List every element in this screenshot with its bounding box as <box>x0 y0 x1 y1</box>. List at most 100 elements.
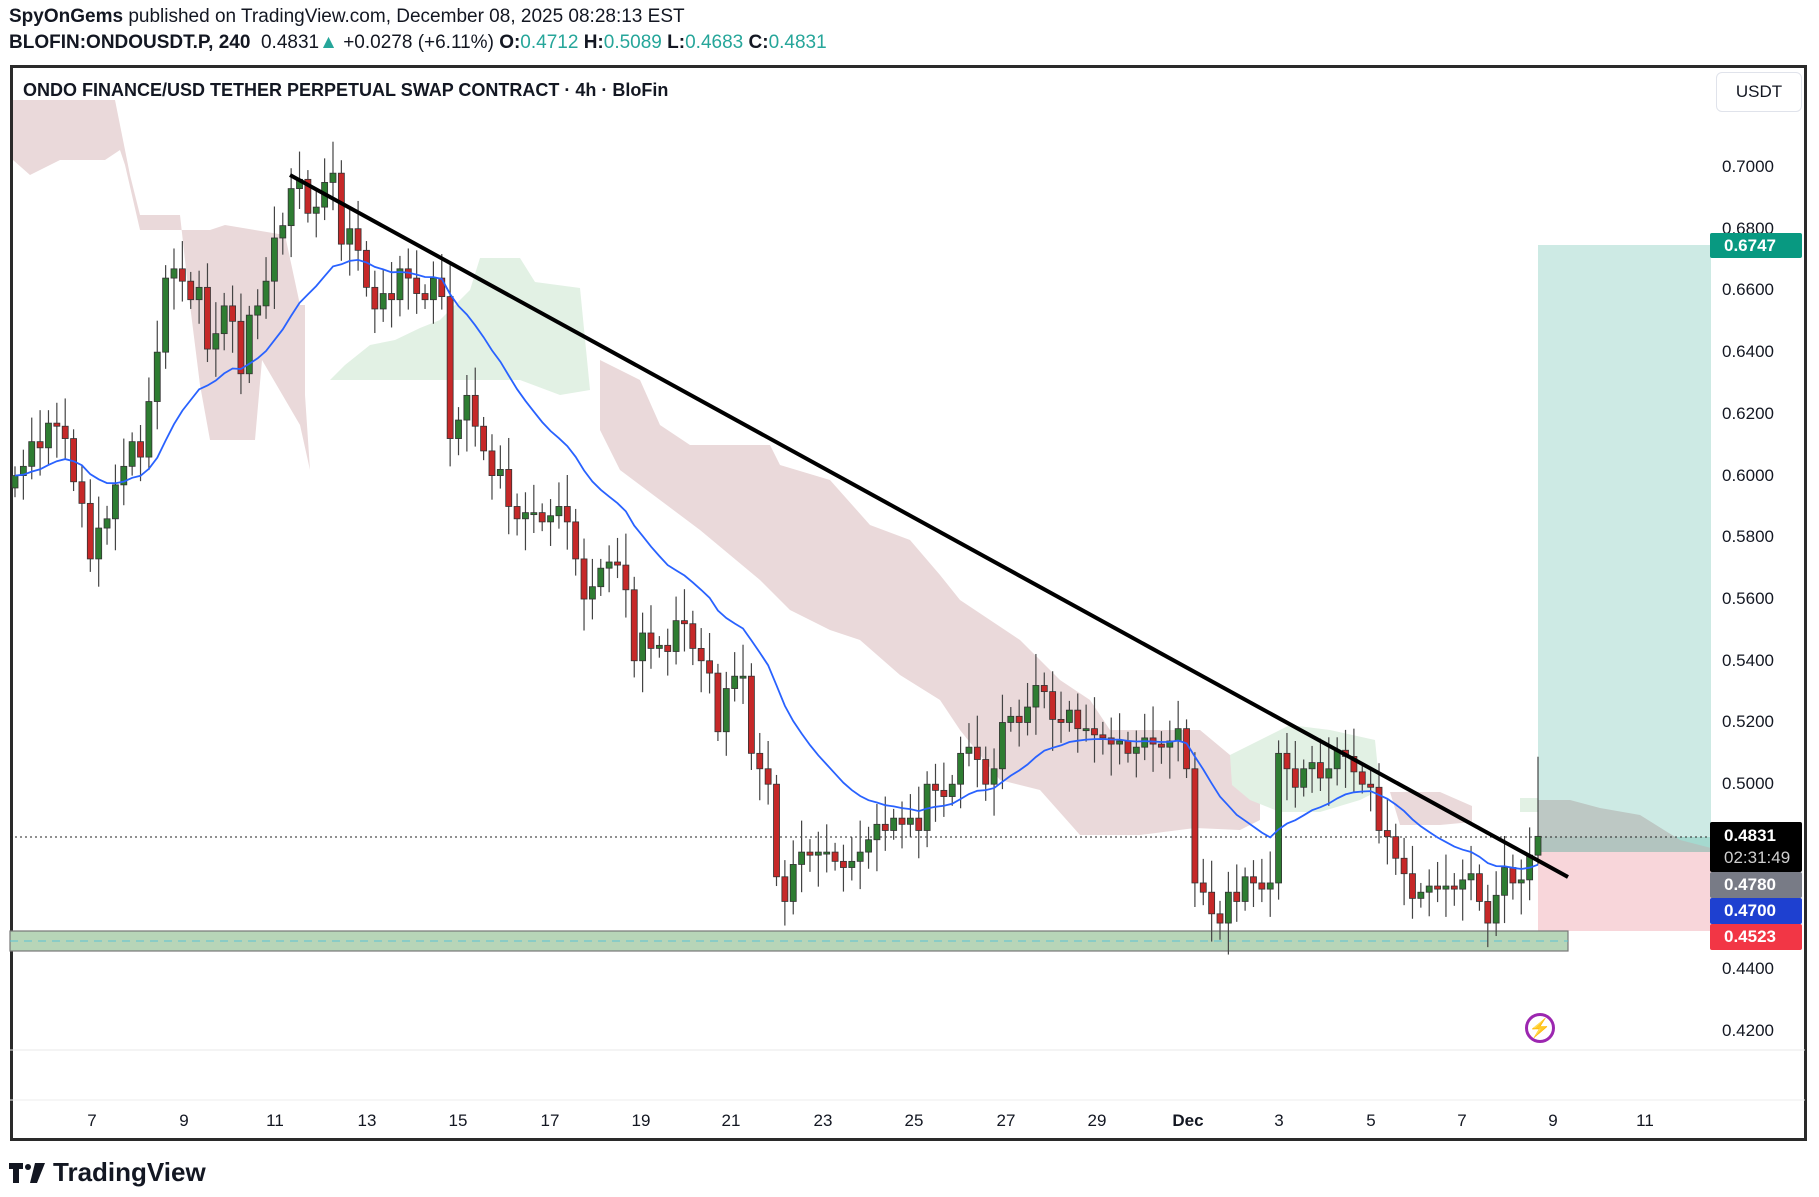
candle <box>162 277 170 353</box>
candle <box>1308 762 1316 770</box>
candle <box>840 860 847 868</box>
candle <box>1383 830 1391 838</box>
candle <box>881 823 889 831</box>
target-zone <box>1538 245 1711 852</box>
price-change: +0.0278 (+6.11%) <box>343 32 494 53</box>
candle <box>53 422 61 427</box>
candle <box>605 561 613 569</box>
candle <box>722 688 730 733</box>
candle <box>271 237 278 282</box>
moving-average-line <box>14 258 1539 870</box>
candle <box>1534 835 1542 856</box>
candle <box>747 675 755 754</box>
candle <box>1275 752 1282 884</box>
candle <box>471 394 479 427</box>
candle <box>145 401 153 458</box>
candle <box>1183 728 1190 770</box>
candle <box>1434 885 1441 890</box>
price-tick: 0.6600 <box>1722 280 1774 300</box>
candle <box>814 851 822 856</box>
candle <box>672 620 680 652</box>
candle <box>86 502 94 560</box>
candle <box>756 752 764 770</box>
candle <box>681 620 688 625</box>
time-tick: 7 <box>87 1111 97 1130</box>
candle <box>614 561 621 566</box>
tradingview-logo[interactable]: TradingView <box>9 1157 206 1188</box>
price-tick: 0.6200 <box>1722 403 1774 423</box>
candle <box>1325 768 1333 779</box>
candle <box>28 441 36 467</box>
candle <box>505 469 513 507</box>
candle <box>421 293 429 301</box>
candle <box>1442 885 1450 890</box>
candle <box>61 425 69 439</box>
candle <box>304 178 312 214</box>
candle <box>789 864 797 902</box>
candle <box>1392 836 1400 859</box>
candle <box>1057 718 1065 723</box>
candle <box>1459 879 1467 890</box>
price-tick: 0.4400 <box>1722 959 1774 979</box>
candle <box>463 394 471 421</box>
candle <box>1501 867 1508 896</box>
candles <box>11 141 1542 955</box>
support-zone <box>9 930 1569 952</box>
last-price-value: 0.4831 <box>1724 826 1776 845</box>
symbol-name: BLOFIN:ONDOUSDT.P, 240 <box>9 32 251 53</box>
time-tick: 13 <box>357 1111 377 1130</box>
time-tick: 11 <box>1636 1111 1654 1130</box>
candle <box>948 783 956 797</box>
candle <box>1158 743 1165 748</box>
lightning-icon[interactable]: ⚡ <box>1525 1013 1555 1043</box>
candle <box>1191 768 1199 884</box>
candle <box>1291 768 1299 788</box>
high-label: H: <box>583 32 604 53</box>
candle <box>1015 715 1023 723</box>
time-tick: 11 <box>266 1111 284 1130</box>
price-tick: 0.5400 <box>1722 650 1774 670</box>
candle <box>170 268 178 279</box>
candle <box>363 249 370 288</box>
candle <box>1492 894 1500 924</box>
candle <box>982 759 990 785</box>
candle <box>1417 891 1425 899</box>
candle <box>1141 737 1149 748</box>
candle <box>1317 762 1324 779</box>
candle <box>580 558 588 600</box>
price-tick: 0.5600 <box>1722 589 1774 609</box>
candle <box>1266 882 1274 890</box>
candle <box>1074 709 1082 730</box>
candle <box>530 512 538 516</box>
candle <box>254 305 262 316</box>
candle <box>1024 706 1031 723</box>
candle <box>1467 873 1475 881</box>
candle <box>1450 885 1458 890</box>
price-tick: 0.5200 <box>1722 712 1774 732</box>
candle <box>1358 771 1366 785</box>
currency-button[interactable]: USDT <box>1716 72 1802 112</box>
candle <box>1099 734 1107 739</box>
time-tick: 15 <box>448 1111 468 1130</box>
entry-price-tag: 0.4780 <box>1710 872 1802 898</box>
candle <box>396 268 404 301</box>
open-value: 0.4712 <box>520 32 579 53</box>
candle <box>522 512 529 520</box>
candle <box>773 783 780 878</box>
candle <box>831 851 839 862</box>
candle <box>187 280 195 301</box>
candle <box>388 293 395 301</box>
candle <box>513 506 521 520</box>
publisher-line: SpyOnGems published on TradingView.com, … <box>9 6 685 28</box>
candle <box>337 172 345 245</box>
candle <box>622 564 630 591</box>
candle <box>1208 891 1216 915</box>
candle <box>547 515 554 523</box>
author-name[interactable]: SpyOnGems <box>9 6 124 27</box>
candle <box>1174 728 1182 742</box>
candle <box>1409 873 1416 899</box>
candle <box>1049 691 1057 720</box>
candle <box>940 789 948 797</box>
candle <box>563 506 571 523</box>
